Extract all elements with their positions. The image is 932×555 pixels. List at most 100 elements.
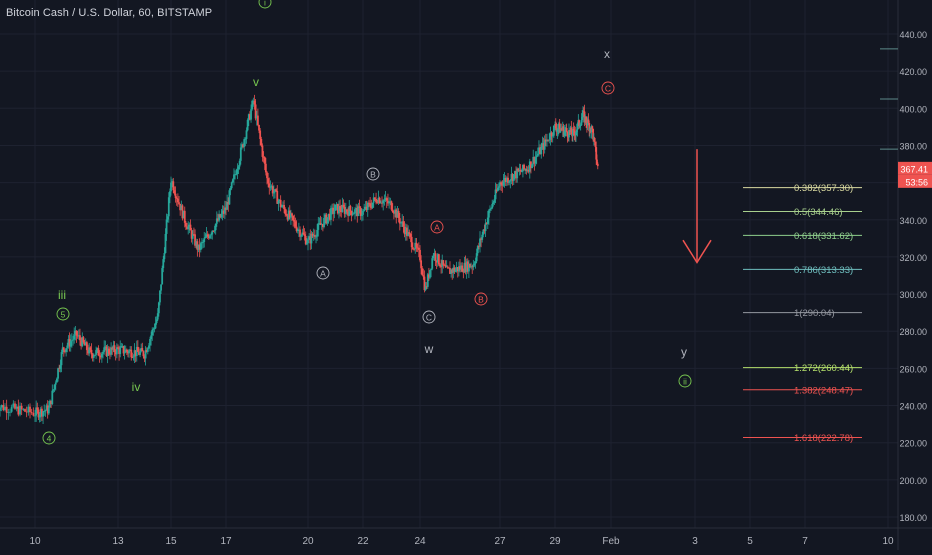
candle-body (505, 177, 508, 183)
candle-body (447, 267, 450, 269)
candle-body (510, 174, 513, 181)
candle-body (223, 207, 226, 214)
candle-body (4, 406, 6, 411)
x-tick-label: 24 (414, 536, 426, 547)
candle-body (462, 271, 465, 273)
candle-body (459, 266, 461, 270)
candle-body (471, 266, 474, 268)
candle-body (174, 193, 177, 199)
candle-body (461, 265, 464, 272)
candle-body (450, 269, 453, 274)
candle-body (218, 214, 221, 221)
candle-body (53, 384, 56, 390)
candle-body (495, 189, 498, 191)
candle-body (22, 409, 25, 410)
candle-body (595, 147, 598, 160)
candle-body (234, 174, 237, 176)
candle-body (587, 119, 590, 124)
candle-body (70, 340, 73, 342)
candle-body (477, 246, 480, 247)
wave-label: A (434, 222, 440, 232)
candle-body (556, 129, 559, 132)
candle-body (551, 135, 554, 137)
wave-label: w (424, 342, 434, 356)
wave-label: iv (132, 380, 141, 394)
candle-body (115, 347, 118, 355)
candle-body (59, 365, 62, 370)
x-tick-label: 10 (29, 536, 41, 547)
candle-body (431, 258, 434, 269)
candle-body (226, 201, 229, 210)
candle-body (484, 223, 487, 232)
candle-body (214, 223, 217, 231)
candle-body (279, 199, 282, 208)
candle-body (191, 234, 194, 239)
candle-body (57, 368, 59, 379)
candle-body (212, 230, 215, 232)
y-tick-label: 220.00 (899, 439, 927, 449)
candle-body (80, 340, 83, 347)
candle-body (39, 408, 42, 415)
candle-body (371, 202, 374, 208)
candle-body (387, 200, 389, 204)
candle-body (262, 156, 265, 158)
candle-body (235, 174, 238, 175)
candle-body (151, 329, 154, 336)
wave-label: i (264, 0, 266, 7)
candle-body (593, 137, 596, 143)
candle-body (29, 406, 31, 413)
x-tick-label: 15 (165, 536, 177, 547)
candle-body (99, 356, 102, 358)
candle-body (342, 204, 345, 208)
candle-body (266, 172, 268, 179)
candle-body (197, 244, 200, 250)
candle-body (324, 214, 327, 218)
candle-body (195, 241, 198, 246)
candle-body (290, 213, 292, 218)
candle-body (161, 268, 164, 285)
candle-body (251, 100, 254, 110)
candle-body (135, 346, 138, 356)
candle-body (560, 128, 563, 130)
candle-body (396, 210, 399, 218)
candle-body (316, 229, 319, 237)
candle-body (68, 339, 71, 347)
x-tick-label: 29 (549, 536, 561, 547)
wave-label: v (253, 75, 259, 89)
candle-body (180, 205, 183, 211)
candle-body (139, 351, 141, 355)
candle-body (532, 156, 535, 165)
candle-body (228, 190, 231, 205)
y-tick-label: 380.00 (899, 141, 927, 151)
candle-body (170, 182, 172, 192)
candle-body (549, 132, 552, 140)
candle-body (566, 131, 569, 137)
candle-body (331, 207, 333, 209)
candle-body (410, 236, 413, 248)
candle-body (193, 234, 195, 236)
candle-body (573, 130, 576, 134)
candle-body (150, 335, 153, 340)
x-tick-label: Feb (602, 536, 620, 547)
wave-label-circle (474, 292, 488, 306)
candle-body (291, 213, 293, 216)
candle-body (19, 405, 21, 415)
candle-body (568, 130, 570, 138)
candle-body (570, 127, 573, 135)
candle-body (404, 227, 407, 235)
candle-body (303, 234, 306, 236)
candle-body (61, 347, 64, 353)
candle-body (375, 198, 377, 203)
candle-body (522, 164, 524, 172)
candle-body (490, 208, 493, 210)
candle-body (525, 169, 528, 171)
candle-body (389, 201, 392, 203)
candle-body (238, 160, 241, 167)
candle-body (470, 266, 473, 268)
wave-label-circle (422, 310, 436, 324)
candle-body (10, 406, 13, 412)
candle-body (272, 192, 275, 194)
candle-body (253, 100, 256, 105)
